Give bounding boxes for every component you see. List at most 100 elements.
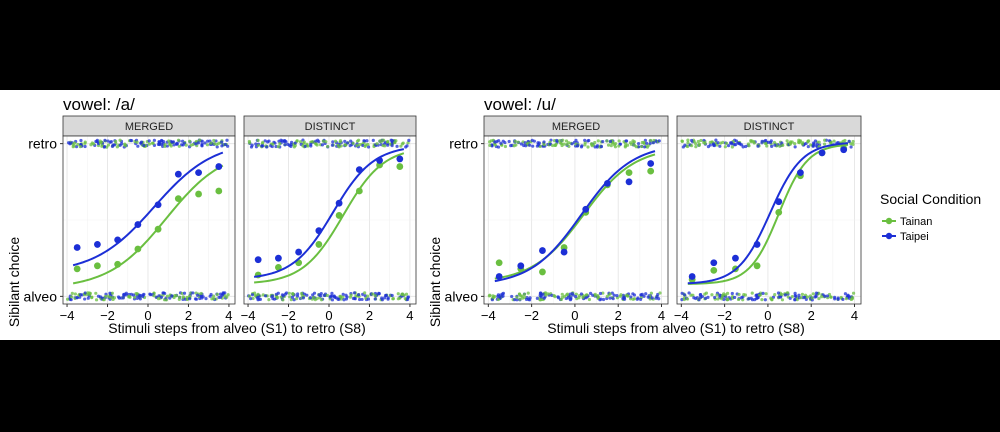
panel-u-distinct-border	[676, 135, 862, 305]
panel-u-merged-taipei-point	[582, 205, 590, 213]
panel-a-merged-raw-point	[220, 144, 224, 148]
panel-a-distinct-raw-point	[271, 297, 275, 301]
panel-a-distinct-raw-point	[333, 139, 338, 143]
panel-a-distinct-taipei-point	[315, 227, 323, 235]
panel-u-merged-raw-point	[555, 138, 559, 143]
panel-u-merged-raw-point	[640, 292, 644, 296]
panel-u-merged-raw-point	[503, 140, 507, 145]
panel-u-merged-raw-point	[586, 139, 590, 143]
panel-u-merged-raw-point	[498, 295, 502, 299]
panel-u-merged-raw-point	[531, 144, 535, 148]
panel-a-distinct-raw-point	[358, 297, 362, 302]
panel-u-distinct-raw-point	[829, 141, 833, 145]
panel-u-merged-raw-point	[636, 296, 640, 300]
panel-u-distinct-raw-point	[690, 144, 694, 148]
panel-u-distinct-raw-point	[706, 295, 710, 299]
panel-u-merged-raw-point	[488, 143, 492, 148]
panel-u-distinct-raw-point	[714, 138, 718, 142]
panel-u-distinct-raw-point	[744, 144, 748, 149]
panel-u-merged-tainan-point	[495, 259, 503, 267]
panel-a-distinct-raw-point	[402, 293, 406, 297]
panel-a-distinct-raw-point	[371, 138, 375, 142]
panel-a-merged-raw-point	[223, 142, 228, 147]
panel-u-merged-raw-point	[496, 297, 501, 302]
panel-a-distinct-raw-point	[280, 139, 284, 143]
panel-a-merged: MERGED −4 −2 0 2 4	[60, 115, 236, 323]
panel-a-merged-raw-point	[94, 298, 99, 302]
panel-u-merged-raw-point	[596, 295, 600, 300]
panel-u-distinct-raw-point	[847, 139, 851, 143]
panel-u-merged-raw-point	[586, 145, 590, 149]
panel-u-distinct-raw-point	[778, 144, 782, 148]
panel-a-distinct-raw-point	[351, 296, 356, 301]
panel-u-merged-raw-point	[565, 293, 569, 297]
panel-u-distinct-raw-point	[820, 295, 824, 299]
panel-a-distinct-raw-point	[378, 139, 382, 143]
panel-u-distinct-raw-point	[761, 291, 765, 295]
panel-a-merged-raw-point	[83, 291, 87, 295]
panel-a-merged-raw-point	[196, 141, 200, 145]
panel-u-merged-raw-point	[507, 139, 511, 144]
panel-u-distinct-taipei-point	[688, 273, 696, 280]
panel-u-distinct-raw-point	[721, 293, 725, 298]
panel-u-merged-border	[483, 135, 669, 305]
panel-u-merged-raw-point	[623, 144, 628, 148]
panel-a-distinct-tainan-point	[396, 163, 404, 170]
panel-a-merged-raw-point	[168, 296, 172, 300]
panel-u-distinct-raw-point	[697, 142, 702, 146]
panel-u-merged-raw-point	[560, 292, 564, 296]
panel-a-merged-raw-point	[139, 293, 143, 298]
panel-a-distinct-raw-point	[289, 298, 293, 302]
panel-u-distinct-raw-point	[814, 291, 819, 295]
panel-a-distinct-raw-point	[294, 297, 299, 301]
panel-a-merged-raw-point	[129, 138, 133, 143]
panel-u-merged-raw-point	[645, 141, 649, 145]
panel-u-distinct-raw-point	[685, 297, 690, 301]
panel-u-merged-raw-point	[515, 298, 519, 302]
panel-a-distinct-raw-point	[352, 291, 357, 295]
panel-u-merged-raw-point	[512, 144, 516, 148]
panel-a-distinct-raw-point	[366, 294, 370, 298]
panel-u-merged-raw-point	[601, 297, 606, 302]
panel-a-distinct-raw-point	[330, 298, 335, 302]
panel-u-merged-raw-point	[579, 145, 584, 149]
panel-u-merged-raw-point	[561, 138, 565, 142]
panel-a-merged-raw-point	[135, 291, 139, 296]
panel-a-distinct-raw-point	[303, 144, 307, 148]
xlabel-right: Stimuli steps from alveo (S1) to retro (…	[547, 320, 805, 336]
panel-a-merged-raw-point	[212, 297, 216, 301]
panel-a-merged-taipei-point	[154, 201, 162, 209]
legend-taipei-label: Taipei	[900, 231, 929, 243]
panel-a-distinct-raw-point	[330, 143, 335, 147]
legend-tainan-dot	[885, 217, 893, 225]
panel-u-distinct-raw-point	[760, 139, 764, 143]
panel-a-merged-raw-point	[148, 292, 152, 296]
panel-u-distinct-raw-point	[734, 139, 738, 143]
panel-a-merged-raw-point	[98, 295, 103, 299]
panel-a-distinct-raw-point	[380, 296, 384, 300]
panel-a-distinct-taipei-point	[396, 155, 404, 163]
panel-a-distinct-raw-point	[302, 140, 306, 144]
panel-u-distinct-raw-point	[723, 145, 727, 149]
legend-title: Social Condition	[880, 191, 981, 207]
panel-u-merged-raw-point	[622, 296, 626, 300]
panel-a-distinct-raw-point	[290, 295, 295, 299]
panel-u-merged-raw-point	[530, 138, 534, 142]
panel-a-merged-raw-point	[73, 292, 77, 296]
panel-a-merged-raw-point	[181, 295, 185, 299]
panel-a-distinct-raw-point	[358, 142, 362, 147]
panel-a-merged-raw-point	[102, 298, 106, 302]
panel-a-distinct-raw-point	[349, 139, 353, 143]
panel-u-merged-raw-point	[657, 139, 661, 143]
panel-u-distinct-raw-point	[785, 139, 789, 143]
panel-a-merged-raw-point	[162, 291, 166, 295]
panel-u-distinct-raw-point	[806, 144, 810, 149]
panel-u-distinct-raw-point	[822, 142, 827, 146]
panel-u-merged-raw-point	[643, 145, 647, 149]
panel-u-merged-raw-point	[608, 296, 612, 300]
panel-u-distinct-raw-point	[773, 143, 777, 147]
panel-u-distinct-raw-point	[823, 138, 827, 142]
panel-u-merged-raw-point	[606, 143, 611, 147]
panel-u-distinct-raw-point	[700, 294, 705, 299]
panel-a-merged-raw-point	[220, 140, 224, 144]
